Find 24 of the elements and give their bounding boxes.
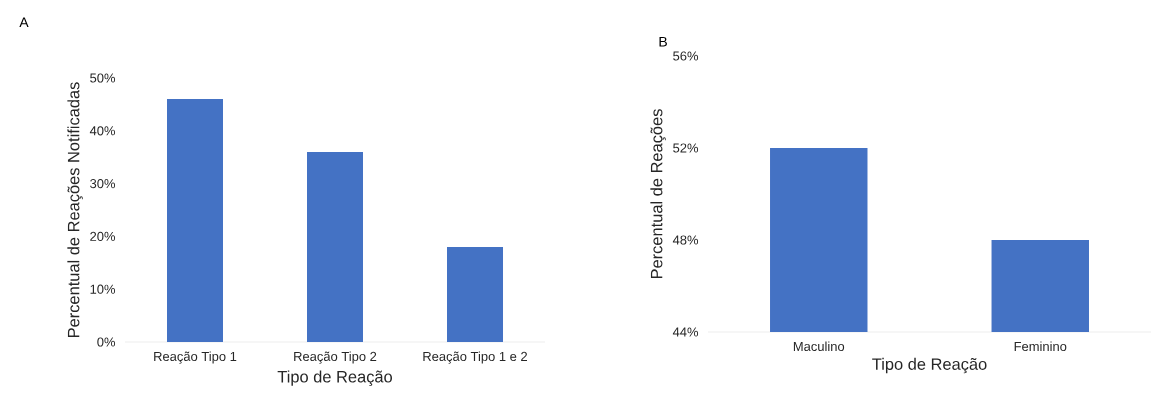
y-tick-label: 30% bbox=[90, 179, 116, 189]
y-tick-label: 48% bbox=[672, 235, 699, 245]
bar bbox=[167, 99, 223, 342]
y-tick-label: 52% bbox=[673, 143, 699, 153]
y-axis-title: Percentual de Reações bbox=[650, 109, 666, 279]
y-tick-label: 10% bbox=[90, 284, 116, 294]
x-tick-label: Feminino bbox=[1014, 341, 1067, 352]
chart-title: A bbox=[19, 17, 29, 28]
y-tick-label: 56% bbox=[673, 51, 699, 61]
chart-title: B bbox=[659, 36, 667, 47]
x-tick-label: Reação Tipo 2 bbox=[294, 351, 377, 364]
y-tick-label: 44% bbox=[672, 327, 699, 337]
x-tick-label: Maculino bbox=[793, 341, 845, 352]
y-tick-label: 40% bbox=[89, 126, 116, 136]
bar bbox=[447, 246, 503, 342]
bar bbox=[307, 151, 363, 342]
x-axis-title: Tipo de Reação bbox=[277, 370, 393, 386]
y-axis-title: Percentual de Reações Notificadas bbox=[67, 82, 83, 338]
y-tick-label: 0% bbox=[97, 337, 116, 347]
y-tick-label: 50% bbox=[90, 73, 116, 83]
x-tick-label: Reação Tipo 1 e 2 bbox=[423, 351, 527, 364]
y-tick-label: 20% bbox=[90, 231, 116, 241]
x-tick-label: Reação Tipo 1 bbox=[154, 351, 237, 364]
x-axis-title: Tipo de Reação bbox=[872, 357, 987, 374]
